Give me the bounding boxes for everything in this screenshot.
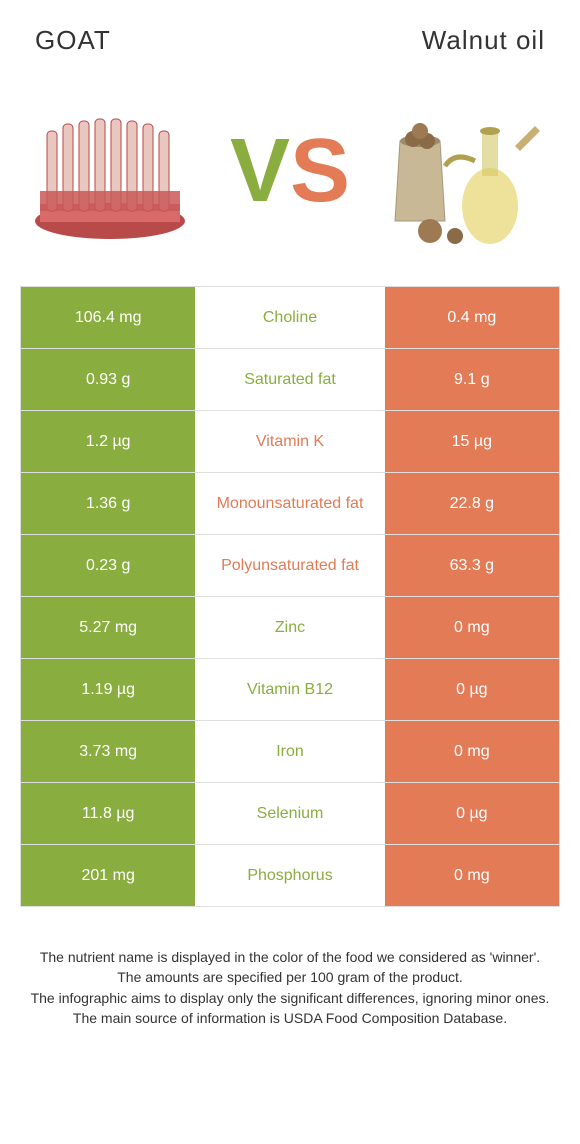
images-row: VS bbox=[0, 66, 580, 286]
title-left: GOAT bbox=[35, 25, 290, 56]
right-value: 0 mg bbox=[385, 597, 559, 658]
table-row: 1.2 µgVitamin K15 µg bbox=[21, 411, 559, 473]
nutrient-label: Saturated fat bbox=[195, 349, 384, 410]
table-row: 3.73 mgIron0 mg bbox=[21, 721, 559, 783]
vs-v: V bbox=[230, 126, 290, 216]
left-value: 106.4 mg bbox=[21, 287, 195, 348]
left-value: 1.2 µg bbox=[21, 411, 195, 472]
right-value: 0 µg bbox=[385, 659, 559, 720]
left-value: 1.36 g bbox=[21, 473, 195, 534]
right-value: 0.4 mg bbox=[385, 287, 559, 348]
footer-line: The amounts are specified per 100 gram o… bbox=[30, 967, 550, 987]
table-row: 5.27 mgZinc0 mg bbox=[21, 597, 559, 659]
left-value: 3.73 mg bbox=[21, 721, 195, 782]
vs-s: S bbox=[290, 126, 350, 216]
right-value: 9.1 g bbox=[385, 349, 559, 410]
footer-line: The nutrient name is displayed in the co… bbox=[30, 947, 550, 967]
table-row: 106.4 mgCholine0.4 mg bbox=[21, 287, 559, 349]
table-row: 1.36 gMonounsaturated fat22.8 g bbox=[21, 473, 559, 535]
left-value: 1.19 µg bbox=[21, 659, 195, 720]
nutrient-label: Zinc bbox=[195, 597, 384, 658]
nutrient-label: Polyunsaturated fat bbox=[195, 535, 384, 596]
header-row: GOAT Walnut oil bbox=[0, 0, 580, 66]
infographic-container: GOAT Walnut oil VS bbox=[0, 0, 580, 1028]
right-value: 0 µg bbox=[385, 783, 559, 844]
left-value: 0.93 g bbox=[21, 349, 195, 410]
footer-line: The infographic aims to display only the… bbox=[30, 988, 550, 1008]
title-right: Walnut oil bbox=[290, 25, 545, 56]
table-row: 0.23 gPolyunsaturated fat63.3 g bbox=[21, 535, 559, 597]
nutrient-label: Selenium bbox=[195, 783, 384, 844]
right-value: 0 mg bbox=[385, 845, 559, 906]
right-value: 63.3 g bbox=[385, 535, 559, 596]
nutrient-label: Iron bbox=[195, 721, 384, 782]
nutrient-label: Monounsaturated fat bbox=[195, 473, 384, 534]
table-row: 0.93 gSaturated fat9.1 g bbox=[21, 349, 559, 411]
nutrient-label: Vitamin K bbox=[195, 411, 384, 472]
vs-label: VS bbox=[230, 126, 350, 216]
left-value: 0.23 g bbox=[21, 535, 195, 596]
goat-image bbox=[25, 91, 195, 251]
left-value: 201 mg bbox=[21, 845, 195, 906]
nutrient-label: Vitamin B12 bbox=[195, 659, 384, 720]
table-row: 11.8 µgSelenium0 µg bbox=[21, 783, 559, 845]
walnut-oil-image bbox=[385, 91, 555, 251]
nutrient-label: Phosphorus bbox=[195, 845, 384, 906]
table-row: 201 mgPhosphorus0 mg bbox=[21, 845, 559, 907]
right-value: 15 µg bbox=[385, 411, 559, 472]
footer-line: The main source of information is USDA F… bbox=[30, 1008, 550, 1028]
right-value: 22.8 g bbox=[385, 473, 559, 534]
nutrient-label: Choline bbox=[195, 287, 384, 348]
footer-notes: The nutrient name is displayed in the co… bbox=[30, 947, 550, 1028]
left-value: 5.27 mg bbox=[21, 597, 195, 658]
right-value: 0 mg bbox=[385, 721, 559, 782]
table-row: 1.19 µgVitamin B120 µg bbox=[21, 659, 559, 721]
nutrient-table: 106.4 mgCholine0.4 mg0.93 gSaturated fat… bbox=[20, 286, 560, 907]
left-value: 11.8 µg bbox=[21, 783, 195, 844]
